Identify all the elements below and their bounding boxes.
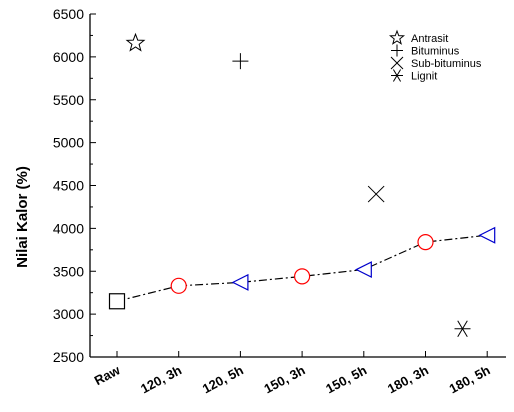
y-tick-label: 5000	[53, 135, 84, 151]
y-tick-label: 6500	[53, 6, 84, 22]
data-point	[231, 273, 249, 291]
y-tick-label: 4000	[53, 220, 84, 236]
reference-point-bituminus	[232, 53, 249, 70]
legend-label: Antrasit	[411, 33, 448, 45]
x-tick-label: 150, 3h	[262, 362, 308, 396]
data-point	[354, 261, 372, 279]
y-tick-label: 2500	[53, 349, 84, 365]
legend-marker	[391, 69, 403, 82]
data-point	[417, 233, 434, 251]
legend-label: Sub-bituminus	[411, 58, 482, 70]
x-tick-label: 180, 3h	[385, 362, 431, 396]
legend-marker	[388, 29, 406, 45]
y-tick-label: 6000	[53, 49, 84, 65]
y-tick-label: 4500	[53, 178, 84, 194]
x-tick-label: 180, 5h	[447, 362, 493, 396]
legend-marker	[391, 44, 403, 57]
data-point	[108, 293, 126, 310]
chart-marks	[108, 32, 496, 337]
legend-marker	[390, 56, 404, 70]
data-point	[170, 277, 187, 294]
reference-point-lignit	[454, 320, 471, 337]
y-tick-label: 3500	[53, 263, 84, 279]
y-axis-label: Nilai Kalor (%)	[14, 166, 31, 268]
x-tick-label: 120, 3h	[138, 362, 184, 396]
x-tick-label: 120, 5h	[200, 362, 246, 396]
x-tick-label: 150, 5h	[323, 362, 369, 396]
data-point	[478, 226, 496, 244]
data-point	[294, 268, 311, 285]
legend-label: Lignit	[411, 71, 437, 83]
y-tick-label: 5500	[53, 92, 84, 108]
y-tick-label: 3000	[53, 306, 84, 322]
reference-point-sub-bituminus	[367, 185, 385, 203]
x-tick-label: Raw	[92, 362, 123, 388]
legend-label: Bituminus	[411, 46, 460, 58]
reference-point-antrasit	[125, 32, 146, 52]
